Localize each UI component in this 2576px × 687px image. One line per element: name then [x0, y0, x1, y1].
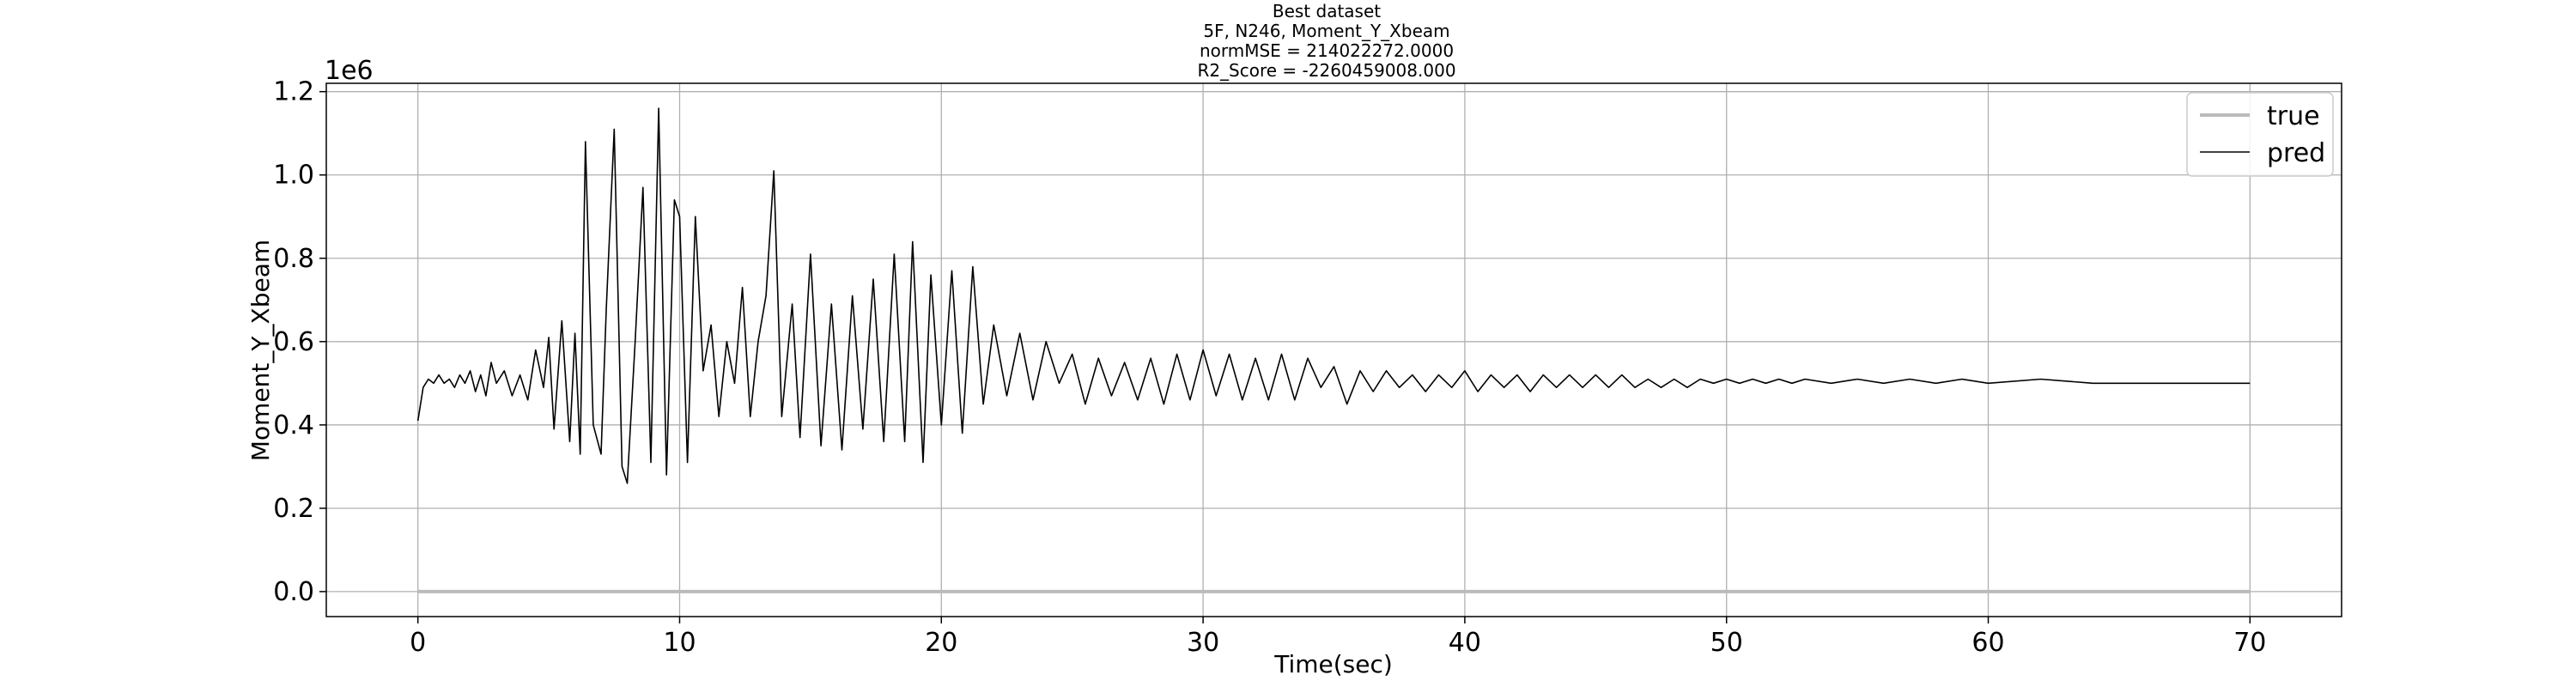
y-tick-label: 0.0 [273, 577, 314, 607]
x-tick-label: 30 [1187, 628, 1219, 658]
y-axis-label: Moment_Y_Xbeam [246, 240, 275, 461]
chart-title: Best dataset 5F, N246, Moment_Y_Xbeam no… [1197, 1, 1455, 81]
grid-lines [326, 83, 2342, 617]
legend-true-label: true [2267, 101, 2320, 131]
x-axis: 0 10 20 30 40 50 60 70 [410, 617, 2266, 658]
title-line-4: R2_Score = -2260459008.000 [1197, 60, 1455, 81]
axes-frame [325, 82, 2342, 617]
x-tick-label: 0 [410, 628, 426, 658]
y-tick-label: 0.2 [273, 494, 314, 524]
y-tick-label: 0.4 [273, 410, 314, 441]
x-tick-label: 70 [2233, 628, 2266, 658]
legend: true pred [2186, 92, 2334, 177]
y-offset-label: 1e6 [325, 56, 374, 86]
x-tick-label: 40 [1449, 628, 1481, 658]
y-tick-label: 1.0 [273, 161, 314, 191]
x-tick-label: 20 [925, 628, 957, 658]
title-line-3: normMSE = 214022272.0000 [1200, 40, 1454, 61]
x-axis-label: Time(sec) [1273, 650, 1393, 678]
x-tick-label: 10 [663, 628, 696, 658]
legend-pred-label: pred [2267, 138, 2325, 168]
title-line-1: Best dataset [1273, 1, 1381, 21]
y-tick-label: 0.6 [273, 327, 314, 357]
y-tick-label: 0.8 [273, 244, 314, 274]
y-axis: 0.0 0.2 0.4 0.6 0.8 1.0 1.2 [273, 77, 326, 607]
series-line-pred [416, 107, 2251, 484]
x-tick-label: 50 [1710, 628, 1743, 658]
y-tick-label: 1.2 [273, 77, 314, 107]
x-tick-label: 60 [1971, 628, 2004, 658]
title-line-2: 5F, N246, Moment_Y_Xbeam [1203, 21, 1449, 41]
plot-area [416, 107, 2251, 593]
